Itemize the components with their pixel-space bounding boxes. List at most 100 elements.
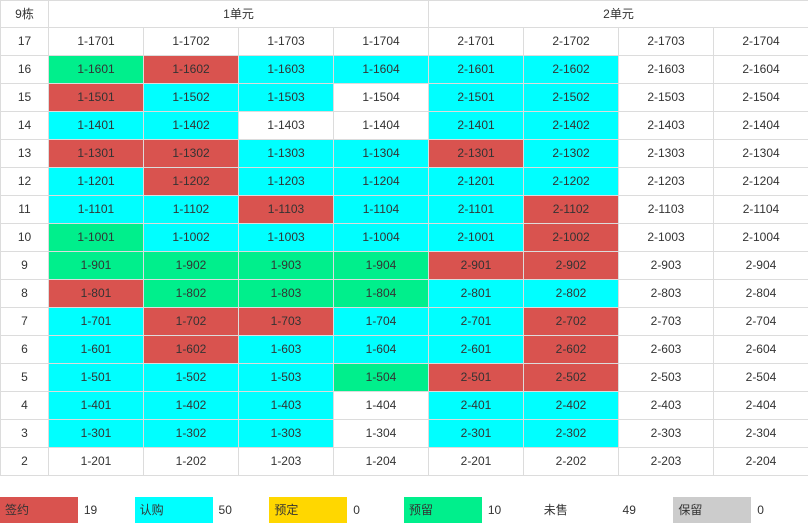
- unit-cell[interactable]: 2-703: [618, 307, 714, 336]
- unit-cell[interactable]: 1-1602: [143, 55, 239, 84]
- unit-cell[interactable]: 1-601: [48, 335, 144, 364]
- unit-cell[interactable]: 2-902: [523, 251, 619, 280]
- unit-cell[interactable]: 1-902: [143, 251, 239, 280]
- unit-cell[interactable]: 2-304: [713, 419, 808, 448]
- unit-cell[interactable]: 2-1701: [428, 27, 524, 56]
- unit-cell[interactable]: 2-1101: [428, 195, 524, 224]
- unit-cell[interactable]: 1-1002: [143, 223, 239, 252]
- unit-cell[interactable]: 1-803: [238, 279, 334, 308]
- unit-cell[interactable]: 2-702: [523, 307, 619, 336]
- unit-cell[interactable]: 2-203: [618, 447, 714, 476]
- unit-cell[interactable]: 2-504: [713, 363, 808, 392]
- unit-cell[interactable]: 1-1403: [238, 111, 334, 140]
- unit-cell[interactable]: 2-1702: [523, 27, 619, 56]
- unit-cell[interactable]: 1-404: [333, 391, 429, 420]
- unit-cell[interactable]: 2-1203: [618, 167, 714, 196]
- unit-cell[interactable]: 2-1402: [523, 111, 619, 140]
- unit-cell[interactable]: 2-1403: [618, 111, 714, 140]
- unit-cell[interactable]: 2-404: [713, 391, 808, 420]
- unit-cell[interactable]: 1-403: [238, 391, 334, 420]
- unit-cell[interactable]: 1-604: [333, 335, 429, 364]
- unit-cell[interactable]: 1-1701: [48, 27, 144, 56]
- unit-cell[interactable]: 1-1101: [48, 195, 144, 224]
- unit-cell[interactable]: 1-303: [238, 419, 334, 448]
- unit-cell[interactable]: 2-1004: [713, 223, 808, 252]
- unit-cell[interactable]: 2-1001: [428, 223, 524, 252]
- unit-cell[interactable]: 1-903: [238, 251, 334, 280]
- unit-cell[interactable]: 2-1304: [713, 139, 808, 168]
- unit-cell[interactable]: 1-1702: [143, 27, 239, 56]
- unit-cell[interactable]: 2-1704: [713, 27, 808, 56]
- unit-cell[interactable]: 2-1302: [523, 139, 619, 168]
- unit-cell[interactable]: 1-304: [333, 419, 429, 448]
- unit-cell[interactable]: 1-1302: [143, 139, 239, 168]
- unit-cell[interactable]: 2-502: [523, 363, 619, 392]
- unit-cell[interactable]: 1-1303: [238, 139, 334, 168]
- unit-cell[interactable]: 1-1503: [238, 83, 334, 112]
- unit-cell[interactable]: 2-1002: [523, 223, 619, 252]
- unit-cell[interactable]: 2-201: [428, 447, 524, 476]
- unit-cell[interactable]: 1-1404: [333, 111, 429, 140]
- unit-cell[interactable]: 2-804: [713, 279, 808, 308]
- unit-cell[interactable]: 2-903: [618, 251, 714, 280]
- unit-cell[interactable]: 2-202: [523, 447, 619, 476]
- unit-cell[interactable]: 2-1201: [428, 167, 524, 196]
- unit-cell[interactable]: 1-602: [143, 335, 239, 364]
- unit-cell[interactable]: 1-401: [48, 391, 144, 420]
- unit-cell[interactable]: 1-1502: [143, 83, 239, 112]
- unit-cell[interactable]: 2-601: [428, 335, 524, 364]
- unit-cell[interactable]: 1-1604: [333, 55, 429, 84]
- unit-cell[interactable]: 2-1102: [523, 195, 619, 224]
- unit-cell[interactable]: 2-301: [428, 419, 524, 448]
- unit-cell[interactable]: 2-802: [523, 279, 619, 308]
- unit-cell[interactable]: 1-501: [48, 363, 144, 392]
- unit-cell[interactable]: 1-1103: [238, 195, 334, 224]
- unit-cell[interactable]: 1-701: [48, 307, 144, 336]
- unit-cell[interactable]: 2-1501: [428, 83, 524, 112]
- unit-cell[interactable]: 1-603: [238, 335, 334, 364]
- unit-cell[interactable]: 1-1204: [333, 167, 429, 196]
- unit-cell[interactable]: 1-1203: [238, 167, 334, 196]
- unit-cell[interactable]: 1-702: [143, 307, 239, 336]
- unit-cell[interactable]: 1-704: [333, 307, 429, 336]
- unit-cell[interactable]: 2-503: [618, 363, 714, 392]
- unit-cell[interactable]: 2-303: [618, 419, 714, 448]
- unit-cell[interactable]: 1-504: [333, 363, 429, 392]
- unit-cell[interactable]: 2-401: [428, 391, 524, 420]
- unit-cell[interactable]: 1-1504: [333, 83, 429, 112]
- unit-cell[interactable]: 1-201: [48, 447, 144, 476]
- unit-cell[interactable]: 1-204: [333, 447, 429, 476]
- unit-cell[interactable]: 2-1604: [713, 55, 808, 84]
- unit-cell[interactable]: 2-1504: [713, 83, 808, 112]
- unit-cell[interactable]: 2-904: [713, 251, 808, 280]
- unit-cell[interactable]: 1-1004: [333, 223, 429, 252]
- unit-cell[interactable]: 2-402: [523, 391, 619, 420]
- unit-cell[interactable]: 2-602: [523, 335, 619, 364]
- unit-cell[interactable]: 1-301: [48, 419, 144, 448]
- unit-cell[interactable]: 1-804: [333, 279, 429, 308]
- unit-cell[interactable]: 2-501: [428, 363, 524, 392]
- unit-cell[interactable]: 1-203: [238, 447, 334, 476]
- unit-cell[interactable]: 2-603: [618, 335, 714, 364]
- unit-cell[interactable]: 2-403: [618, 391, 714, 420]
- unit-cell[interactable]: 1-801: [48, 279, 144, 308]
- unit-cell[interactable]: 1-1001: [48, 223, 144, 252]
- unit-cell[interactable]: 1-1401: [48, 111, 144, 140]
- unit-cell[interactable]: 1-904: [333, 251, 429, 280]
- unit-cell[interactable]: 1-1501: [48, 83, 144, 112]
- unit-cell[interactable]: 1-802: [143, 279, 239, 308]
- unit-cell[interactable]: 1-1102: [143, 195, 239, 224]
- unit-cell[interactable]: 1-1304: [333, 139, 429, 168]
- unit-cell[interactable]: 1-202: [143, 447, 239, 476]
- unit-cell[interactable]: 2-1703: [618, 27, 714, 56]
- unit-cell[interactable]: 2-1602: [523, 55, 619, 84]
- unit-cell[interactable]: 1-402: [143, 391, 239, 420]
- unit-cell[interactable]: 2-1301: [428, 139, 524, 168]
- unit-cell[interactable]: 1-1603: [238, 55, 334, 84]
- unit-cell[interactable]: 2-604: [713, 335, 808, 364]
- unit-cell[interactable]: 2-701: [428, 307, 524, 336]
- unit-cell[interactable]: 1-1704: [333, 27, 429, 56]
- unit-cell[interactable]: 1-503: [238, 363, 334, 392]
- unit-cell[interactable]: 2-204: [713, 447, 808, 476]
- unit-cell[interactable]: 2-1104: [713, 195, 808, 224]
